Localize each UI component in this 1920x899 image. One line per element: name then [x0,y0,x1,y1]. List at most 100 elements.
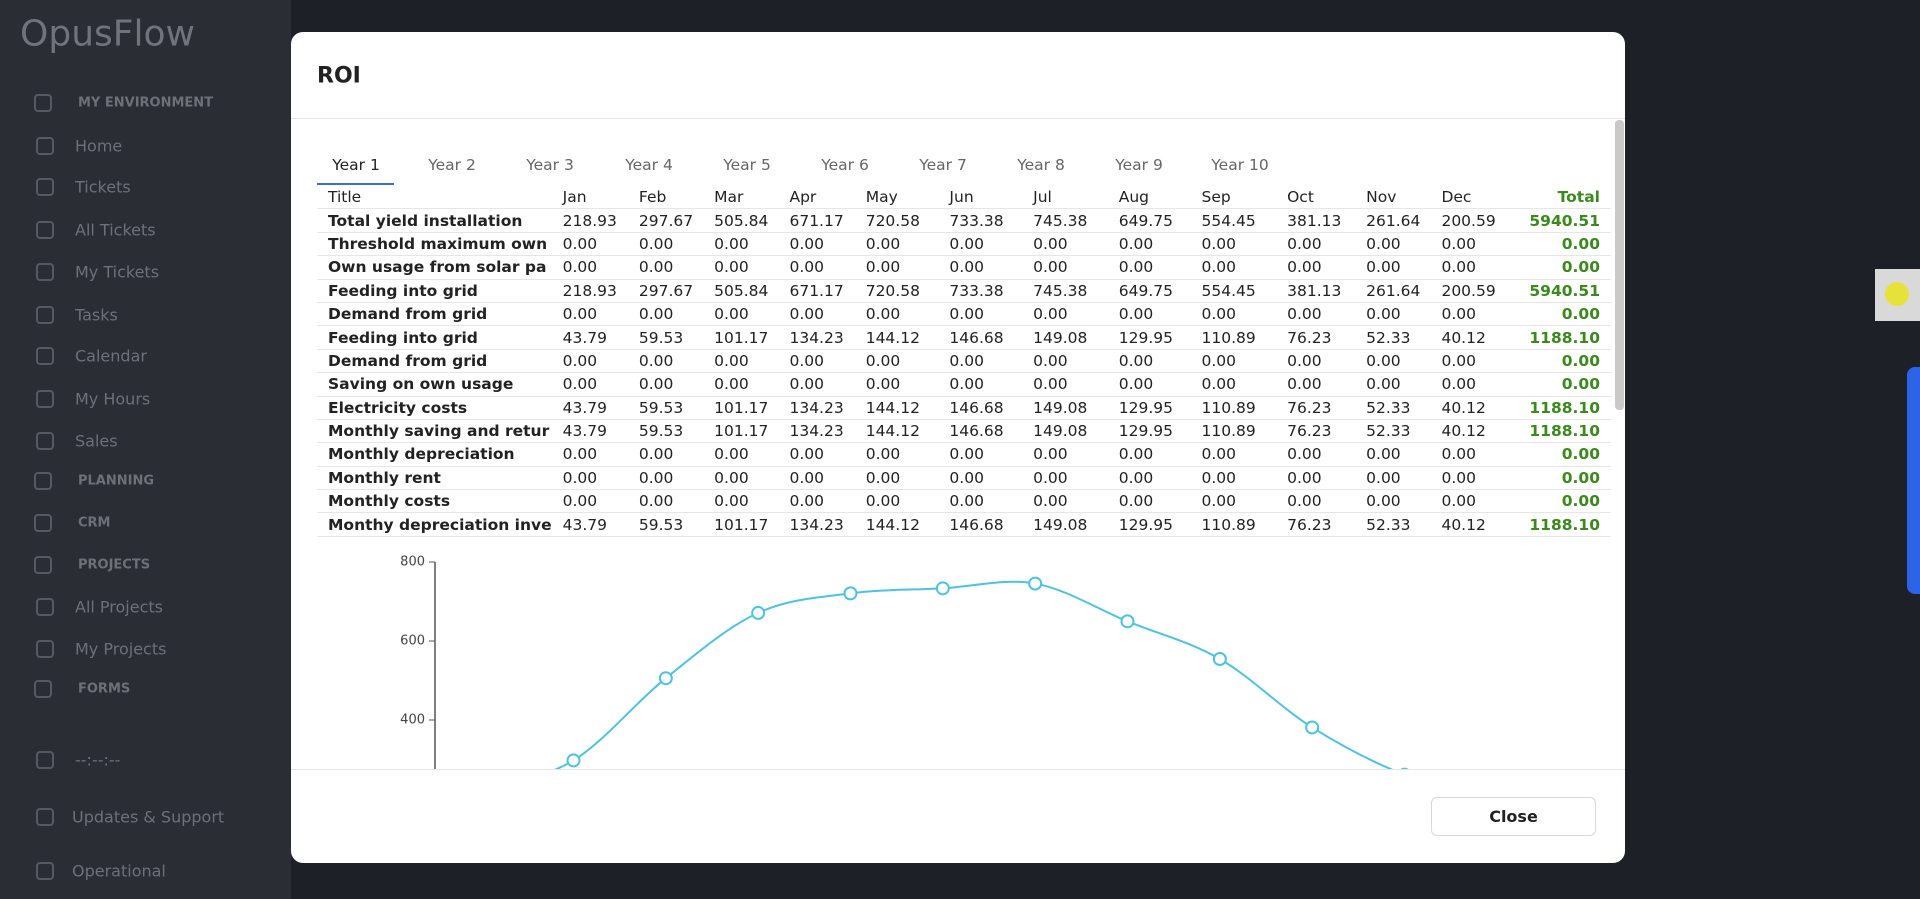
nav-item[interactable]: All Tickets [75,220,156,240]
cell: 0.00 [1276,255,1356,280]
cell: 0.00 [1107,442,1191,467]
cell: 0.00 [1430,489,1506,514]
cell: 0.00 [1355,466,1431,491]
cell: 144.12 [854,419,939,444]
cell: 720.58 [854,208,939,233]
nav-item[interactable]: PLANNING [78,473,155,489]
nav-item[interactable]: MY ENVIRONMENT [78,95,214,111]
tab[interactable]: Year 9 [1115,156,1163,174]
close-button[interactable]: Close [1431,797,1596,836]
point [1120,614,1135,629]
column-header: Jul [1022,186,1108,210]
cell: 0.00 [938,232,1023,257]
cell: 146.68 [938,396,1023,420]
nav-item[interactable]: All Projects [75,597,163,617]
cell: 40.12 [1430,512,1506,537]
cell: 76.23 [1276,512,1356,537]
tab[interactable]: Year 10 [1211,156,1269,174]
cell: 0.00 [1505,489,1611,514]
cell: 0.00 [703,442,779,467]
nav-icon [36,598,54,616]
cell: 0.00 [1355,442,1431,467]
cell: 0.00 [1022,232,1108,257]
nav-item[interactable]: PROJECTS [78,557,151,573]
cell: 43.79 [551,325,628,350]
cell: 0.00 [1276,489,1356,514]
nav-item[interactable]: Sales [75,431,118,451]
nav-icon [36,263,54,281]
nav-icon [36,306,54,324]
nav-item[interactable]: --:--:-- [75,750,121,770]
tab[interactable]: Year 8 [1017,156,1065,174]
cell: 0.00 [1190,302,1277,327]
nav-item[interactable]: My Projects [75,639,167,659]
nav-item[interactable]: Operational [72,861,166,881]
nav-item[interactable]: FORMS [78,681,131,697]
cell: 0.00 [1190,442,1277,467]
cell: 59.53 [627,419,704,444]
nav-item[interactable]: Home [75,136,123,156]
column-header: Apr [778,186,855,210]
row-title: Demand from grid [317,302,552,327]
cell: 0.00 [627,489,704,514]
cell: 40.12 [1430,325,1506,350]
cell: 0.00 [938,302,1023,327]
chart: 400 600 800 [400,555,1409,769]
cell: 52.33 [1355,419,1431,444]
cell: 0.00 [778,372,855,397]
cell: 0.00 [1505,466,1611,491]
tab[interactable]: Year 7 [919,156,967,174]
table-row: Threshold maximum own 0.00 0.00 0.00 0.00 0.0… [317,232,1611,257]
tab[interactable]: Year 1 [332,156,380,174]
tab[interactable]: Year 4 [625,156,673,174]
cell: 1188.10 [1505,325,1611,350]
nav-icon [36,137,54,155]
nav-item[interactable]: Tickets [75,177,131,197]
cell: 0.00 [1107,232,1191,257]
cell: 129.95 [1107,512,1191,537]
cell: 0.00 [854,255,939,280]
tab[interactable]: Year 6 [821,156,869,174]
cell: 0.00 [1505,255,1611,280]
roi-modal: ROI Title Jan Feb Mar Apr May Jun Jul Aug Sep Oct N… [291,32,1625,863]
cell: 0.00 [1022,255,1108,280]
cell: 101.17 [703,512,779,537]
cell: 720.58 [854,279,939,303]
side-tab[interactable] [1907,367,1920,594]
cell: 0.00 [1505,372,1611,397]
scrollbar[interactable] [1615,120,1624,410]
cell: 110.89 [1190,419,1277,444]
nav-item[interactable]: Tasks [75,305,118,325]
cell: 52.33 [1355,325,1431,350]
roi-table: Title Jan Feb Mar Apr May Jun Jul Aug Sep Oct Nov De… [317,186,1611,537]
y-tick-label: 600 [400,634,425,649]
cell: 0.00 [627,302,704,327]
cell: 76.23 [1276,396,1356,420]
helper-icon[interactable] [1875,269,1920,321]
nav-item[interactable]: Updates & Support [72,807,225,827]
nav-item[interactable]: CRM [78,515,111,531]
cell: 0.00 [938,489,1023,514]
tab[interactable]: Year 5 [723,156,771,174]
nav-icon [36,178,54,196]
cell: 0.00 [938,442,1023,467]
active-tab-indicator [317,183,394,185]
tab[interactable]: Year 2 [428,156,476,174]
cell: 0.00 [1355,255,1431,280]
cell: 0.00 [1107,466,1191,491]
nav-item[interactable]: Calendar [75,346,147,366]
row-title: Feeding into grid [317,279,552,303]
cell: 0.00 [854,302,939,327]
nav-item[interactable]: My Tickets [75,262,160,282]
row-title: Monthly rent [317,466,552,491]
cell: 144.12 [854,325,939,350]
cell: 0.00 [627,255,704,280]
cell: 261.64 [1355,279,1431,303]
cell: 0.00 [854,372,939,397]
cell: 59.53 [627,396,704,420]
cell: 0.00 [703,302,779,327]
cell: 0.00 [938,466,1023,491]
tab[interactable]: Year 3 [526,156,574,174]
nav-item[interactable]: My Hours [75,389,151,409]
row-title: Electricity costs [317,396,552,420]
